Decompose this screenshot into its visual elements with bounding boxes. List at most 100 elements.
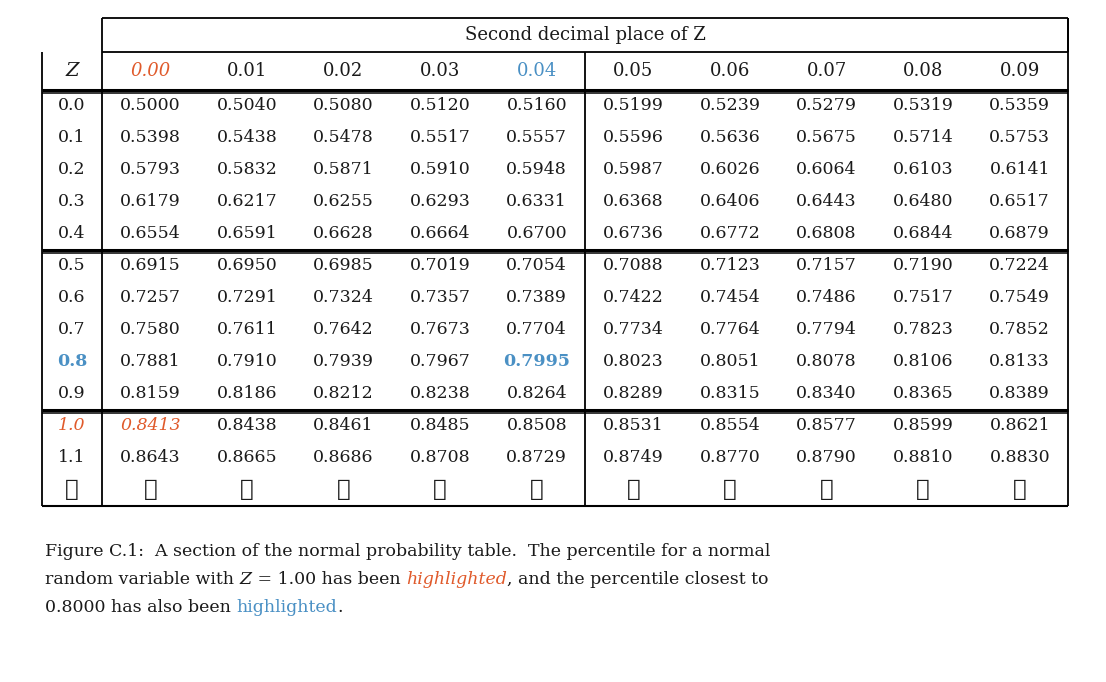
Text: 0.5714: 0.5714 bbox=[893, 130, 953, 147]
Text: 0.7: 0.7 bbox=[59, 321, 86, 338]
Text: 0.6985: 0.6985 bbox=[313, 258, 374, 274]
Text: 0.8599: 0.8599 bbox=[893, 417, 953, 434]
Text: 0.7054: 0.7054 bbox=[507, 258, 567, 274]
Text: 0.8051: 0.8051 bbox=[700, 353, 760, 370]
Text: 0.2: 0.2 bbox=[59, 162, 86, 179]
Text: 0.6879: 0.6879 bbox=[990, 226, 1050, 243]
Text: 0.8186: 0.8186 bbox=[217, 385, 278, 402]
Text: 0.8810: 0.8810 bbox=[893, 449, 953, 466]
Text: 0.03: 0.03 bbox=[420, 62, 460, 80]
Text: 0.6255: 0.6255 bbox=[313, 194, 374, 211]
Text: 0.5000: 0.5000 bbox=[119, 98, 180, 115]
Text: 1.0: 1.0 bbox=[59, 417, 86, 434]
Text: 0.8106: 0.8106 bbox=[893, 353, 953, 370]
Text: 0.8461: 0.8461 bbox=[313, 417, 374, 434]
Text: 0.7486: 0.7486 bbox=[796, 289, 857, 306]
Text: 0.7291: 0.7291 bbox=[217, 289, 278, 306]
Text: 0.8289: 0.8289 bbox=[603, 385, 664, 402]
Text: 0.6026: 0.6026 bbox=[700, 162, 760, 179]
Text: 0.8665: 0.8665 bbox=[217, 449, 278, 466]
Text: random variable with: random variable with bbox=[45, 571, 240, 587]
Text: 0.5675: 0.5675 bbox=[796, 130, 857, 147]
Text: 0.5398: 0.5398 bbox=[119, 130, 180, 147]
Text: 0.5120: 0.5120 bbox=[409, 98, 470, 115]
Text: 0.7019: 0.7019 bbox=[409, 258, 470, 274]
Text: 0.5636: 0.5636 bbox=[699, 130, 760, 147]
Text: 0.6293: 0.6293 bbox=[409, 194, 470, 211]
Text: 0.7580: 0.7580 bbox=[119, 321, 180, 338]
Text: 0.7324: 0.7324 bbox=[313, 289, 374, 306]
Text: 0.7794: 0.7794 bbox=[796, 321, 857, 338]
Text: 0.8686: 0.8686 bbox=[313, 449, 374, 466]
Text: 0.00: 0.00 bbox=[131, 62, 170, 80]
Text: = 1.00 has been: = 1.00 has been bbox=[252, 571, 406, 587]
Text: 0.7995: 0.7995 bbox=[503, 353, 571, 370]
Text: 0.7764: 0.7764 bbox=[699, 321, 760, 338]
Text: 0.02: 0.02 bbox=[323, 62, 364, 80]
Text: 0.6406: 0.6406 bbox=[700, 194, 760, 211]
Text: 0.6141: 0.6141 bbox=[990, 162, 1050, 179]
Text: 0.8264: 0.8264 bbox=[507, 385, 567, 402]
Text: ⋮: ⋮ bbox=[65, 479, 79, 501]
Text: 0.8078: 0.8078 bbox=[796, 353, 857, 370]
Text: 0.6480: 0.6480 bbox=[893, 194, 953, 211]
Text: 0.6443: 0.6443 bbox=[796, 194, 857, 211]
Text: 0.7823: 0.7823 bbox=[893, 321, 953, 338]
Text: 0.04: 0.04 bbox=[517, 62, 556, 80]
Text: ⋮: ⋮ bbox=[626, 479, 640, 501]
Text: 0.5910: 0.5910 bbox=[409, 162, 470, 179]
Text: 0.7852: 0.7852 bbox=[989, 321, 1050, 338]
Text: 0.5319: 0.5319 bbox=[893, 98, 953, 115]
Text: 0.3: 0.3 bbox=[59, 194, 86, 211]
Text: 0.1: 0.1 bbox=[59, 130, 86, 147]
Text: 0.5753: 0.5753 bbox=[989, 130, 1051, 147]
Text: 0.05: 0.05 bbox=[613, 62, 654, 80]
Text: 0.6368: 0.6368 bbox=[603, 194, 664, 211]
Text: 0.8315: 0.8315 bbox=[699, 385, 760, 402]
Text: 0.5871: 0.5871 bbox=[313, 162, 374, 179]
Text: 0.7967: 0.7967 bbox=[409, 353, 470, 370]
Text: Z: Z bbox=[240, 571, 252, 587]
Text: 0.7190: 0.7190 bbox=[893, 258, 953, 274]
Text: 0.7939: 0.7939 bbox=[313, 353, 374, 370]
Text: 0.5987: 0.5987 bbox=[603, 162, 664, 179]
Text: 0.8485: 0.8485 bbox=[410, 417, 470, 434]
Text: 0.5832: 0.5832 bbox=[217, 162, 278, 179]
Text: ⋮: ⋮ bbox=[144, 479, 157, 501]
Text: ⋮: ⋮ bbox=[434, 479, 447, 501]
Text: 0.5359: 0.5359 bbox=[989, 98, 1051, 115]
Text: 0.8413: 0.8413 bbox=[121, 417, 180, 434]
Text: 0.8708: 0.8708 bbox=[410, 449, 470, 466]
Text: 0.9: 0.9 bbox=[59, 385, 86, 402]
Text: .: . bbox=[337, 599, 343, 615]
Text: Z: Z bbox=[65, 62, 79, 80]
Text: 0.8389: 0.8389 bbox=[990, 385, 1050, 402]
Text: 0.5279: 0.5279 bbox=[796, 98, 857, 115]
Text: 0.6772: 0.6772 bbox=[699, 226, 760, 243]
Text: 0.7224: 0.7224 bbox=[989, 258, 1050, 274]
Text: 0.8159: 0.8159 bbox=[119, 385, 180, 402]
Text: Figure C.1:  A section of the normal probability table.  The percentile for a no: Figure C.1: A section of the normal prob… bbox=[45, 542, 771, 559]
Text: 0.6808: 0.6808 bbox=[796, 226, 857, 243]
Text: 0.5040: 0.5040 bbox=[217, 98, 278, 115]
Text: ⋮: ⋮ bbox=[820, 479, 834, 501]
Text: 0.5517: 0.5517 bbox=[409, 130, 470, 147]
Text: 0.7673: 0.7673 bbox=[409, 321, 470, 338]
Text: Second decimal place of Z: Second decimal place of Z bbox=[465, 26, 706, 44]
Text: 0.8621: 0.8621 bbox=[990, 417, 1050, 434]
Text: 0.6915: 0.6915 bbox=[119, 258, 180, 274]
Text: 0.7517: 0.7517 bbox=[893, 289, 953, 306]
Text: 0.6628: 0.6628 bbox=[313, 226, 374, 243]
Text: 0.6331: 0.6331 bbox=[507, 194, 567, 211]
Text: 0.6217: 0.6217 bbox=[217, 194, 278, 211]
Text: 0.08: 0.08 bbox=[902, 62, 943, 80]
Text: 0.5948: 0.5948 bbox=[507, 162, 567, 179]
Text: 0.8643: 0.8643 bbox=[119, 449, 180, 466]
Text: 0.5438: 0.5438 bbox=[217, 130, 278, 147]
Text: 0.7454: 0.7454 bbox=[699, 289, 760, 306]
Text: 0.7157: 0.7157 bbox=[796, 258, 857, 274]
Text: 0.8508: 0.8508 bbox=[507, 417, 567, 434]
Text: 0.5160: 0.5160 bbox=[507, 98, 567, 115]
Text: 0.8531: 0.8531 bbox=[603, 417, 664, 434]
Text: ⋮: ⋮ bbox=[240, 479, 253, 501]
